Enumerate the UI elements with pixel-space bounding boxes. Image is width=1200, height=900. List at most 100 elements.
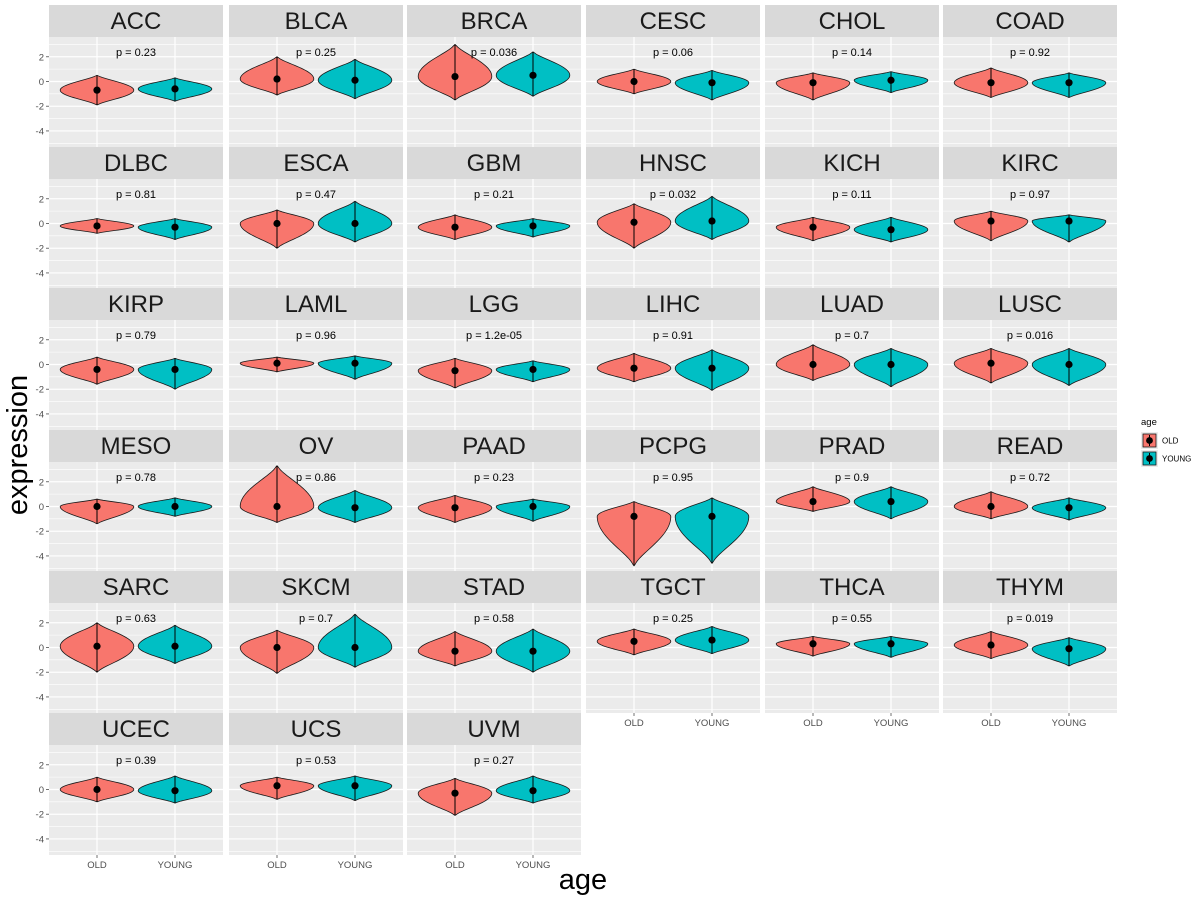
median-point-young <box>351 643 359 652</box>
median-point-old <box>451 223 459 231</box>
y-tick-label: 0 <box>39 643 44 654</box>
y-tick-label: 0 <box>39 360 44 371</box>
panel-background <box>229 462 403 572</box>
legend-point <box>1146 437 1153 444</box>
panel-paad: PAAD p = 0.23 <box>407 430 581 572</box>
panel-gbm: GBM p = 0.21 <box>407 147 581 289</box>
panel-ucec: UCEC p = 0.39 -4 -2 0 2 OLD YOUNG <box>36 713 223 871</box>
median-point-young <box>708 636 716 644</box>
panel-strip <box>229 147 403 179</box>
panel-strip <box>943 571 1117 603</box>
median-point-young <box>529 71 537 79</box>
panel-ov: OV p = 0.86 <box>229 430 403 572</box>
panel-strip <box>229 571 403 603</box>
panel-title: LUSC <box>998 291 1062 318</box>
panel-background <box>229 37 403 147</box>
y-tick-label: 0 <box>39 785 44 796</box>
p-value-label: p = 0.72 <box>1010 472 1050 484</box>
median-point-young <box>171 365 179 374</box>
panel-lgg: LGG p = 1.2e-05 <box>407 288 581 430</box>
panel-title: BLCA <box>285 8 348 35</box>
panel-meso: MESO p = 0.78 -4 -2 0 2 <box>36 430 223 572</box>
panel-luad: LUAD p = 0.7 <box>765 288 939 430</box>
panel-background <box>407 37 581 147</box>
panel-acc: ACC p = 0.23 -4 -2 0 2 <box>36 5 223 147</box>
panel-title: PRAD <box>819 433 886 460</box>
panel-thca: THCA p = 0.55 OLD YOUNG <box>765 571 939 729</box>
median-point-old <box>93 86 101 94</box>
median-point-old <box>809 640 817 648</box>
p-value-label: p = 0.23 <box>474 472 514 484</box>
median-point-old <box>273 219 281 228</box>
panel-strip <box>49 430 223 462</box>
x-tick-label: OLD <box>267 860 287 871</box>
panel-background <box>407 462 581 572</box>
x-axis-title: age <box>559 864 607 896</box>
panel-title: THCA <box>819 574 884 601</box>
panel-blca: BLCA p = 0.25 <box>229 5 403 147</box>
median-point-old <box>809 497 817 506</box>
panel-title: CHOL <box>819 8 886 35</box>
panel-strip <box>943 5 1117 37</box>
x-tick-label: OLD <box>445 860 465 871</box>
panel-title: KIRP <box>108 291 164 318</box>
x-tick-label: OLD <box>87 860 107 871</box>
panel-title: TGCT <box>640 574 706 601</box>
panel-esca: ESCA p = 0.47 <box>229 147 403 289</box>
panel-title: MESO <box>101 433 172 460</box>
median-point-old <box>273 643 281 652</box>
median-point-old <box>451 72 459 81</box>
x-tick-label: YOUNG <box>158 860 193 871</box>
p-value-label: p = 0.58 <box>474 613 514 625</box>
median-point-old <box>630 77 638 86</box>
legend-key-old: OLD <box>1141 432 1179 449</box>
y-axis-title: expression <box>2 375 34 515</box>
median-point-old <box>987 502 995 511</box>
panel-title: UCS <box>291 716 342 743</box>
panel-strip <box>943 288 1117 320</box>
median-point-old <box>809 79 817 87</box>
x-tick-label: OLD <box>981 718 1001 729</box>
panel-strip <box>407 430 581 462</box>
median-point-young <box>708 512 716 520</box>
panel-strip <box>229 5 403 37</box>
legend-keys: OLD YOUNG <box>1141 432 1191 467</box>
panel-dlbc: DLBC p = 0.81 -4 -2 0 2 <box>36 147 223 289</box>
median-point-old <box>987 217 995 225</box>
panel-strip <box>765 288 939 320</box>
panel-strip <box>586 430 760 462</box>
y-tick-label: 0 <box>39 77 44 88</box>
y-tick-label: -4 <box>36 692 44 703</box>
p-value-label: p = 0.96 <box>296 330 336 342</box>
median-point-old <box>451 789 459 797</box>
y-tick-label: -2 <box>36 668 44 679</box>
p-value-label: p = 0.86 <box>296 472 336 484</box>
median-point-old <box>809 360 817 369</box>
panel-lusc: LUSC p = 0.016 <box>943 288 1117 430</box>
panel-strip <box>229 713 403 745</box>
y-tick-label: -2 <box>36 810 44 821</box>
panel-title: BRCA <box>461 8 528 35</box>
panel-title: PCPG <box>639 433 707 460</box>
p-value-label: p = 0.39 <box>116 755 156 767</box>
panel-title: LAML <box>285 291 348 318</box>
median-point-young <box>351 504 359 512</box>
panel-kich: KICH p = 0.11 <box>765 147 939 289</box>
median-point-old <box>93 365 101 374</box>
x-tick-label: YOUNG <box>1052 718 1087 729</box>
panel-title: THYM <box>996 574 1064 601</box>
median-point-young <box>887 360 895 369</box>
median-point-old <box>273 502 281 511</box>
panel-strip <box>943 147 1117 179</box>
panel-strip <box>49 713 223 745</box>
median-point-young <box>529 787 537 795</box>
legend-title: age <box>1141 417 1157 428</box>
p-value-label: p = 0.79 <box>116 330 156 342</box>
p-value-label: p = 0.55 <box>832 613 872 625</box>
panel-background <box>765 462 939 572</box>
panel-strip <box>49 147 223 179</box>
panel-background <box>943 37 1117 147</box>
median-point-young <box>1065 79 1073 87</box>
median-point-young <box>708 364 716 372</box>
